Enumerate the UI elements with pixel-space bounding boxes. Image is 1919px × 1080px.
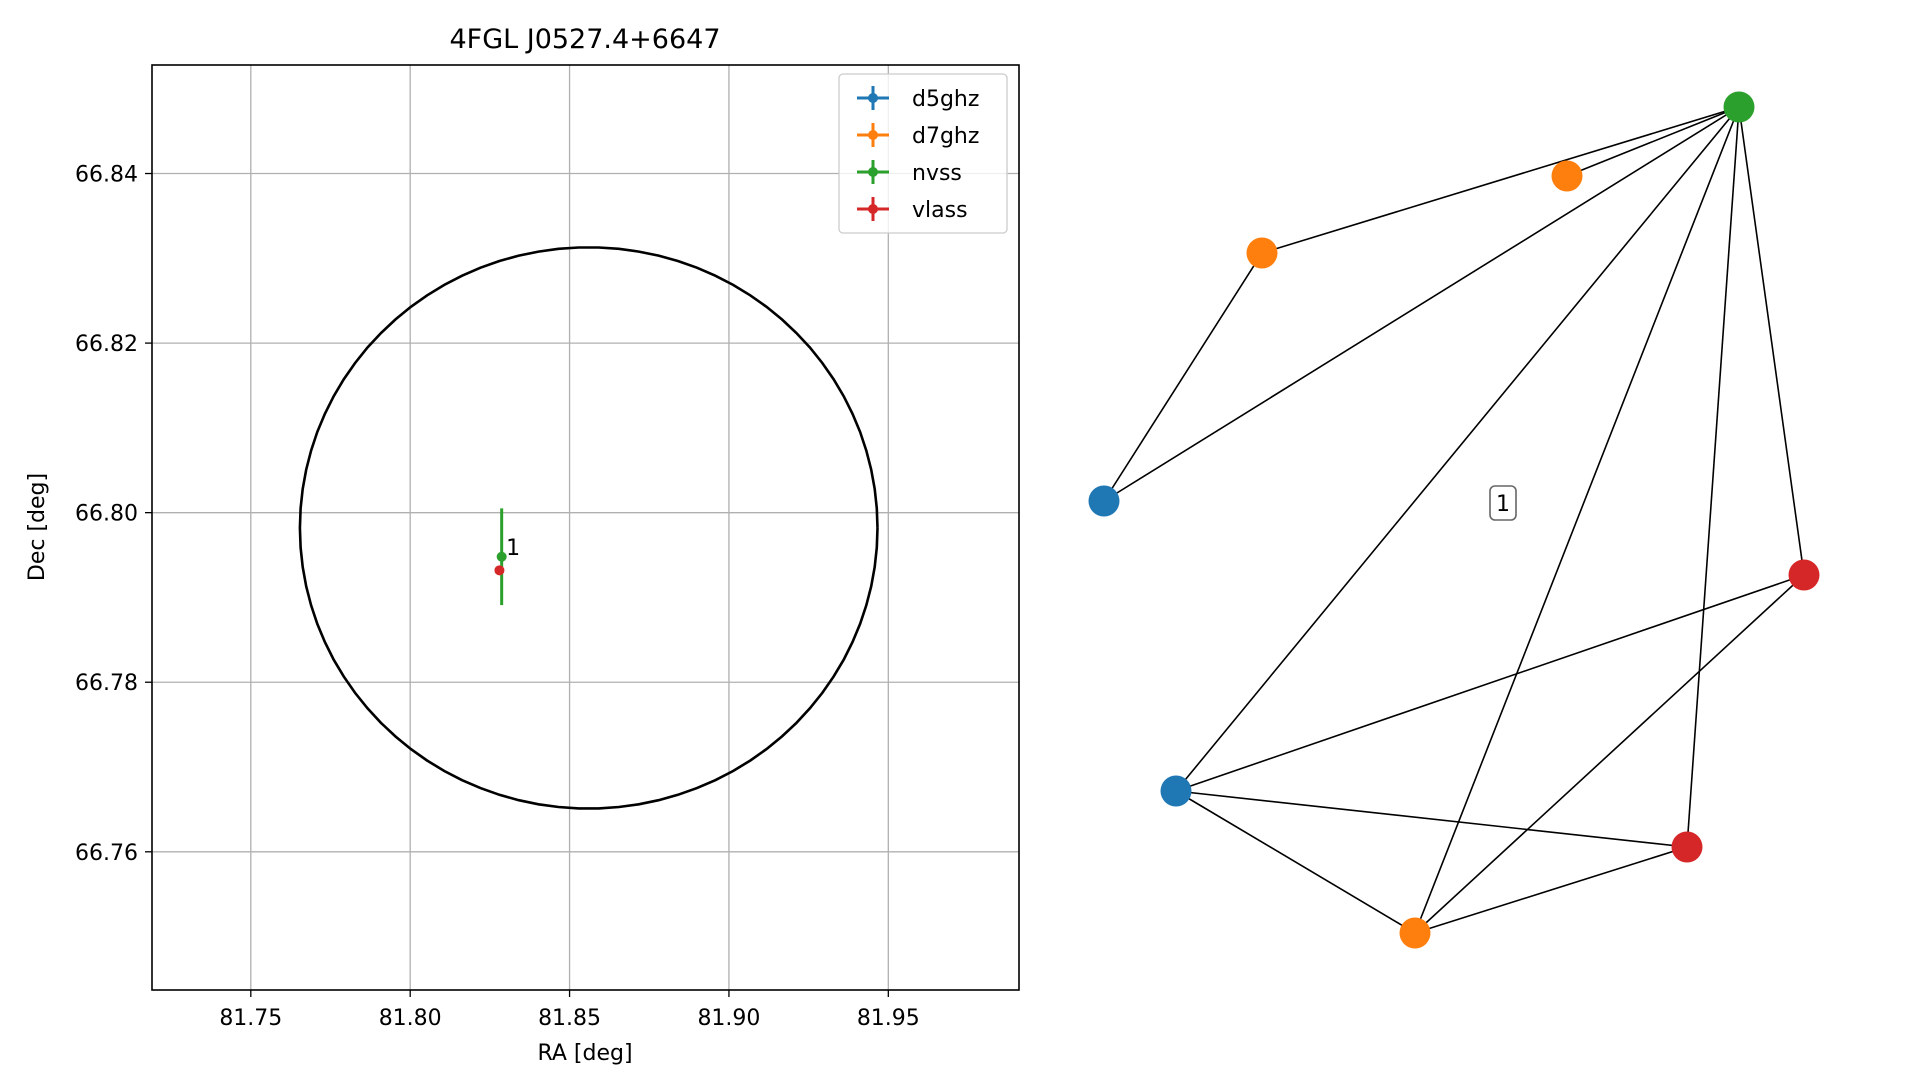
chart-title: 4FGL J0527.4+6647 [449,24,720,55]
graph-edge [1175,106,1740,792]
x-tick-label: 81.90 [697,1006,760,1031]
d5ghz-legend-marker [868,93,878,103]
legend: d5ghz d7ghz nvss vlass [838,73,1008,234]
cluster-label-frame [1489,485,1517,521]
y-axis-label: Dec [deg] [25,473,50,581]
graph-node-d7ghz [1551,160,1583,192]
y-tick-label: 66.80 [75,502,138,527]
graph-edge [1414,574,1805,934]
legend-label-d7ghz: d7ghz [912,124,979,149]
x-tick-label: 81.85 [538,1006,601,1031]
x-axis-label: RA [deg] [537,1041,632,1066]
source-annotation: 1 [506,536,520,561]
nvss-point [496,551,507,562]
graph-edge [1175,790,1416,934]
graph-node-nvss [1723,91,1755,123]
graph-edge [1103,252,1263,502]
graph-edge [1103,106,1740,502]
vlass-point [494,565,505,576]
legend-label-vlass: vlass [912,198,968,223]
legend-label-d5ghz: d5ghz [912,87,979,112]
x-tick-label: 81.80 [379,1006,442,1031]
y-tick-label: 66.76 [75,841,138,866]
graph-node-vlass [1788,559,1820,591]
graph-edge [1738,106,1805,576]
legend-label-nvss: nvss [912,161,962,186]
graph-edge [1414,106,1740,934]
graph-edges [1103,106,1805,934]
y-tick-label: 66.84 [75,163,138,188]
graph-node-d5ghz [1160,775,1192,807]
x-ticks: 81.75 81.80 81.85 81.90 81.95 [219,990,920,1031]
graph-node-d7ghz [1246,237,1278,269]
vlass-legend-marker [868,204,878,214]
graph-node-d7ghz [1399,917,1431,949]
radio-positions-plot: 4FGL J0527.4+6647 1 81.75 81.80 81.85 81.90… [25,24,1020,1066]
cluster-label-box: 1 [1489,485,1517,521]
graph-node-vlass [1671,831,1703,863]
cluster-label: 1 [1496,492,1510,517]
y-ticks: 66.76 66.78 66.80 66.82 66.84 [75,163,152,866]
nvss-legend-marker [868,167,878,177]
d7ghz-legend-marker [868,130,878,140]
graph-edge [1175,790,1688,848]
graph-nodes [1088,91,1820,949]
y-tick-label: 66.82 [75,332,138,357]
x-tick-label: 81.75 [219,1006,282,1031]
uncertainty-ellipse [298,246,879,810]
association-graph: 1 [1088,91,1820,949]
graph-edge [1175,574,1805,792]
y-tick-label: 66.78 [75,671,138,696]
plot-area-frame [151,64,1020,991]
graph-node-d5ghz [1088,485,1120,517]
x-tick-label: 81.95 [857,1006,920,1031]
graph-edge [1414,846,1688,934]
graph-edge [1686,106,1740,848]
legend-frame [838,73,1008,234]
graph-edge [1261,106,1740,254]
graph-edge [1566,106,1740,177]
data-points: 1 [494,508,520,606]
error-ellipse-outline [298,246,879,810]
